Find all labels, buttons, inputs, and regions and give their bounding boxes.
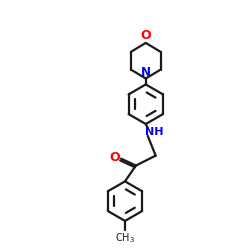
Text: CH$_3$: CH$_3$ bbox=[115, 231, 135, 244]
Text: O: O bbox=[140, 29, 151, 42]
Text: O: O bbox=[110, 151, 120, 164]
Text: N: N bbox=[141, 66, 151, 78]
Text: NH: NH bbox=[146, 127, 164, 137]
